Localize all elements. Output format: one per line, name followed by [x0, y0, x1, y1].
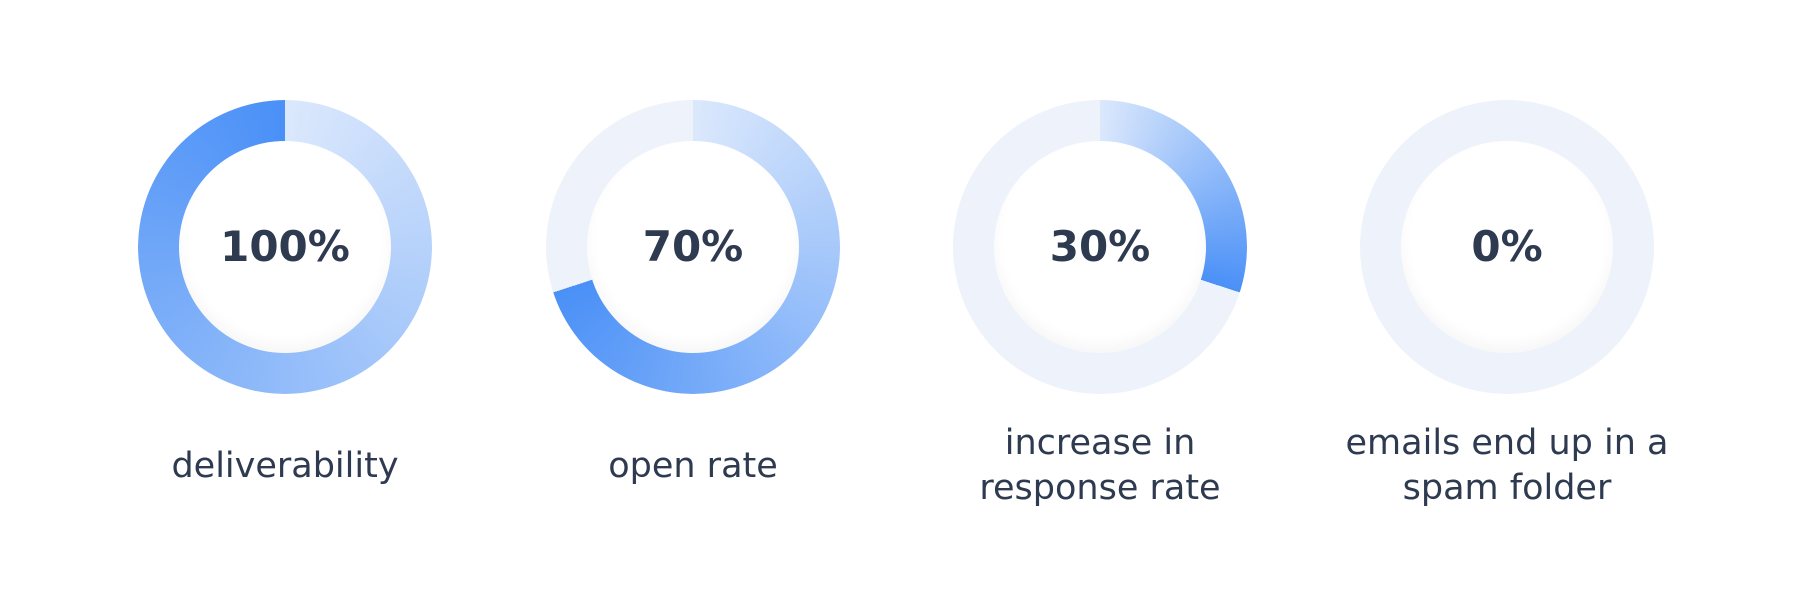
value-label: 100% [220, 222, 350, 271]
donut-inner [179, 141, 391, 353]
donut-inner [1401, 141, 1613, 353]
value-label: 70% [642, 222, 744, 271]
category-label: increase in response rate [979, 423, 1221, 508]
category-label: emails end up in a spam folder [1345, 423, 1669, 508]
value-label: 30% [1049, 222, 1151, 271]
donut-inner [994, 141, 1206, 353]
category-label: open rate [608, 445, 778, 486]
category-label: deliverability [171, 445, 399, 486]
donut-inner [587, 141, 799, 353]
value-label: 0% [1471, 222, 1543, 271]
